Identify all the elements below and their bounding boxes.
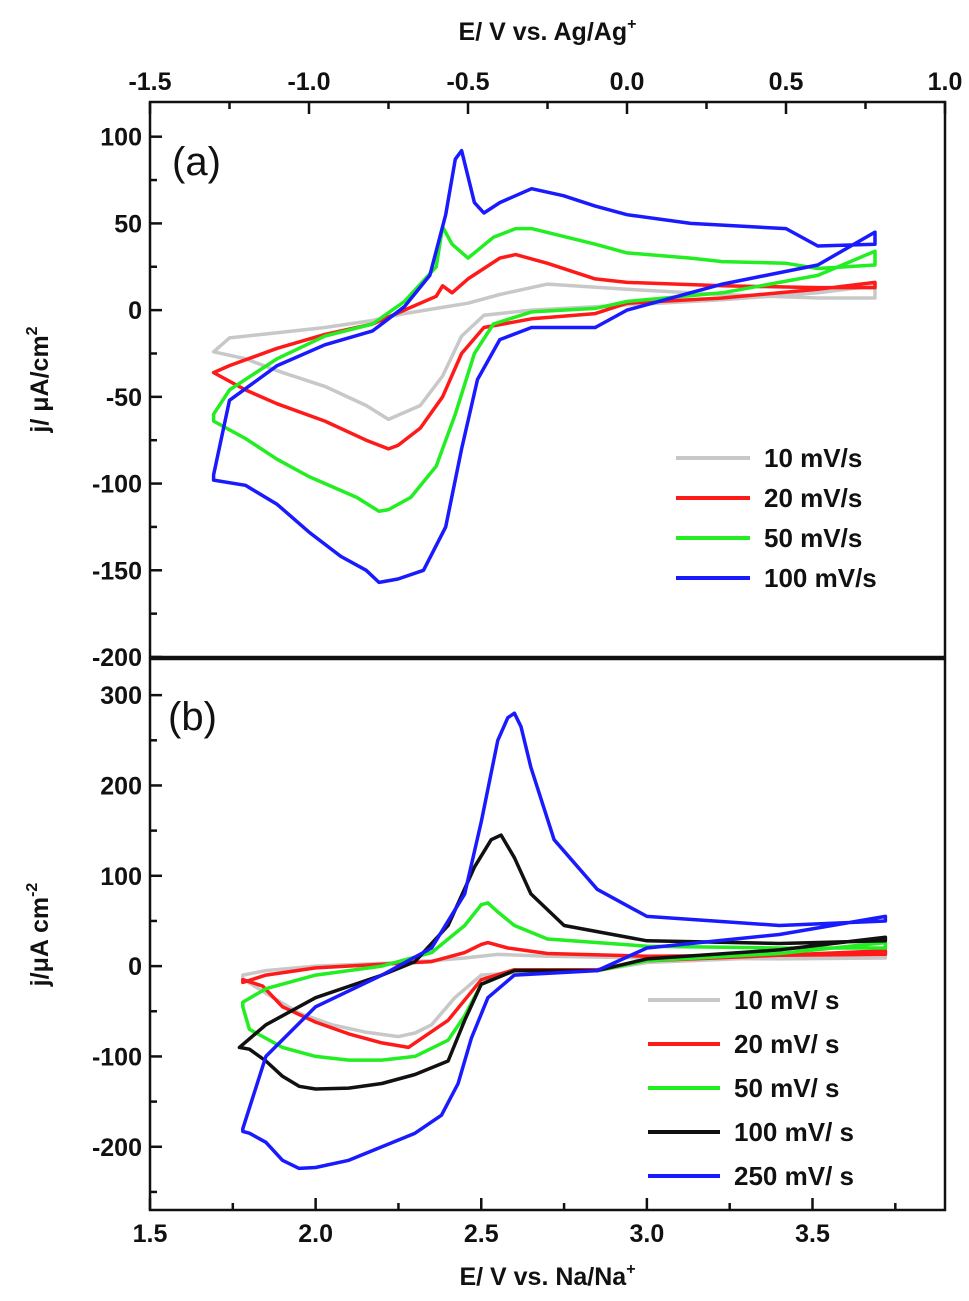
panel-b-x-tick-label: 2.0	[298, 1220, 333, 1248]
panel-b-x-axis-title-main: E/ V vs. Na/Na	[459, 1263, 627, 1291]
panel-a: -200 -150 -100 -50 0 50 100 -1.5 -1.0 -0.5 0.0 0.5…	[24, 16, 962, 672]
panel-a-y-tick-label: 50	[114, 210, 142, 238]
panel-b-x-tick-label: 2.5	[464, 1220, 499, 1248]
panel-a-y-tick-label: -50	[106, 384, 142, 412]
panel-b-y-tick-label: -100	[92, 1043, 142, 1071]
panel-a-label: (a)	[172, 140, 221, 184]
panel-a-y-tick-label: -150	[92, 557, 142, 585]
panel-b-frame	[148, 657, 947, 1212]
panel-a-legend-label: 100 mV/s	[764, 563, 877, 593]
panel-b-y-ticks: -200 -100 0 100 200 300	[92, 682, 162, 1194]
panel-a-x-tick-label: 0.0	[610, 68, 645, 96]
panel-b: -200 -100 0 100 200 300 1.5 2.0 2.5 3.0 3.5 10 mV…	[24, 657, 947, 1291]
panel-b-x-axis-title: E/ V vs. Na/Na+	[459, 1261, 635, 1291]
panel-b-label: (b)	[168, 695, 217, 739]
panel-a-y-tick-label: 0	[128, 297, 142, 325]
panel-a-y-tick-label: -100	[92, 471, 142, 499]
panel-b-legend: 10 mV/ s 20 mV/ s 50 mV/ s 100 mV/ s 250 mV/…	[648, 985, 854, 1191]
panel-a-x-axis-title-main: E/ V vs. Ag/Ag	[459, 18, 628, 46]
panel-b-legend-label: 100 mV/ s	[734, 1117, 854, 1147]
panel-a-y-axis-title: j/ μA/cm2	[24, 326, 54, 433]
panel-b-legend-label: 20 mV/ s	[734, 1029, 840, 1059]
panel-a-y-ticks: -200 -150 -100 -50 0 50 100	[92, 124, 162, 672]
panel-b-legend-label: 50 mV/ s	[734, 1073, 840, 1103]
panel-b-y-tick-label: 300	[100, 682, 142, 710]
panel-a-x-tick-label: -0.5	[446, 68, 489, 96]
panel-b-y-axis-title-superscript: -2	[24, 883, 41, 897]
panel-a-x-tick-label: -1.5	[128, 68, 171, 96]
panel-b-series-line-5	[241, 711, 888, 1171]
panel-a-legend-label: 50 mV/s	[764, 523, 862, 553]
panel-a-y-axis-title-superscript: 2	[24, 326, 41, 335]
panel-a-x-tick-label: 1.0	[928, 68, 963, 96]
panel-a-series-line-4	[211, 148, 877, 585]
panel-a-x-axis-title-superscript: +	[627, 16, 636, 33]
panel-b-series-line-2	[241, 940, 888, 1050]
panel-b-y-axis-title-main: j/μA cm	[26, 897, 54, 987]
panel-b-y-tick-label: 100	[100, 863, 142, 891]
panel-b-x-tick-label: 3.0	[629, 1220, 664, 1248]
panel-b-series-line-1	[241, 951, 888, 1039]
panel-b-y-axis-title: j/μA cm-2	[24, 883, 54, 988]
panel-b-x-axis-title-superscript: +	[626, 1261, 635, 1278]
panel-a-y-axis-title-main: j/ μA/cm	[26, 335, 54, 433]
panel-b-x-ticks: 1.5 2.0 2.5 3.0 3.5	[133, 1198, 897, 1248]
panel-b-y-tick-label: 200	[100, 772, 142, 800]
panel-a-curves	[211, 148, 877, 585]
panel-a-y-tick-label: -200	[92, 644, 142, 672]
panel-a-x-axis-title: E/ V vs. Ag/Ag+	[459, 16, 637, 46]
panel-b-series-line-4	[237, 833, 888, 1091]
panel-a-y-tick-label: 100	[100, 124, 142, 152]
panel-a-x-ticks: -1.5 -1.0 -0.5 0.0 0.5 1.0	[128, 68, 962, 114]
panel-b-legend-label: 250 mV/ s	[734, 1161, 854, 1191]
panel-a-series-line-1	[211, 282, 877, 422]
panel-b-x-tick-label: 3.5	[795, 1220, 830, 1248]
panel-a-legend-label: 20 mV/s	[764, 483, 862, 513]
panel-a-x-tick-label: -1.0	[287, 68, 330, 96]
panel-b-x-tick-label: 1.5	[133, 1220, 168, 1248]
panel-a-series-line-2	[211, 252, 877, 451]
panel-a-legend-label: 10 mV/s	[764, 443, 862, 473]
panel-a-legend: 10 mV/s 20 mV/s 50 mV/s 100 mV/s	[676, 443, 877, 593]
panel-b-curves	[237, 711, 888, 1171]
panel-b-y-tick-label: 0	[128, 953, 142, 981]
panel-b-legend-label: 10 mV/ s	[734, 985, 840, 1015]
panel-a-x-tick-label: 0.5	[769, 68, 804, 96]
panel-b-y-tick-label: -200	[92, 1134, 142, 1162]
